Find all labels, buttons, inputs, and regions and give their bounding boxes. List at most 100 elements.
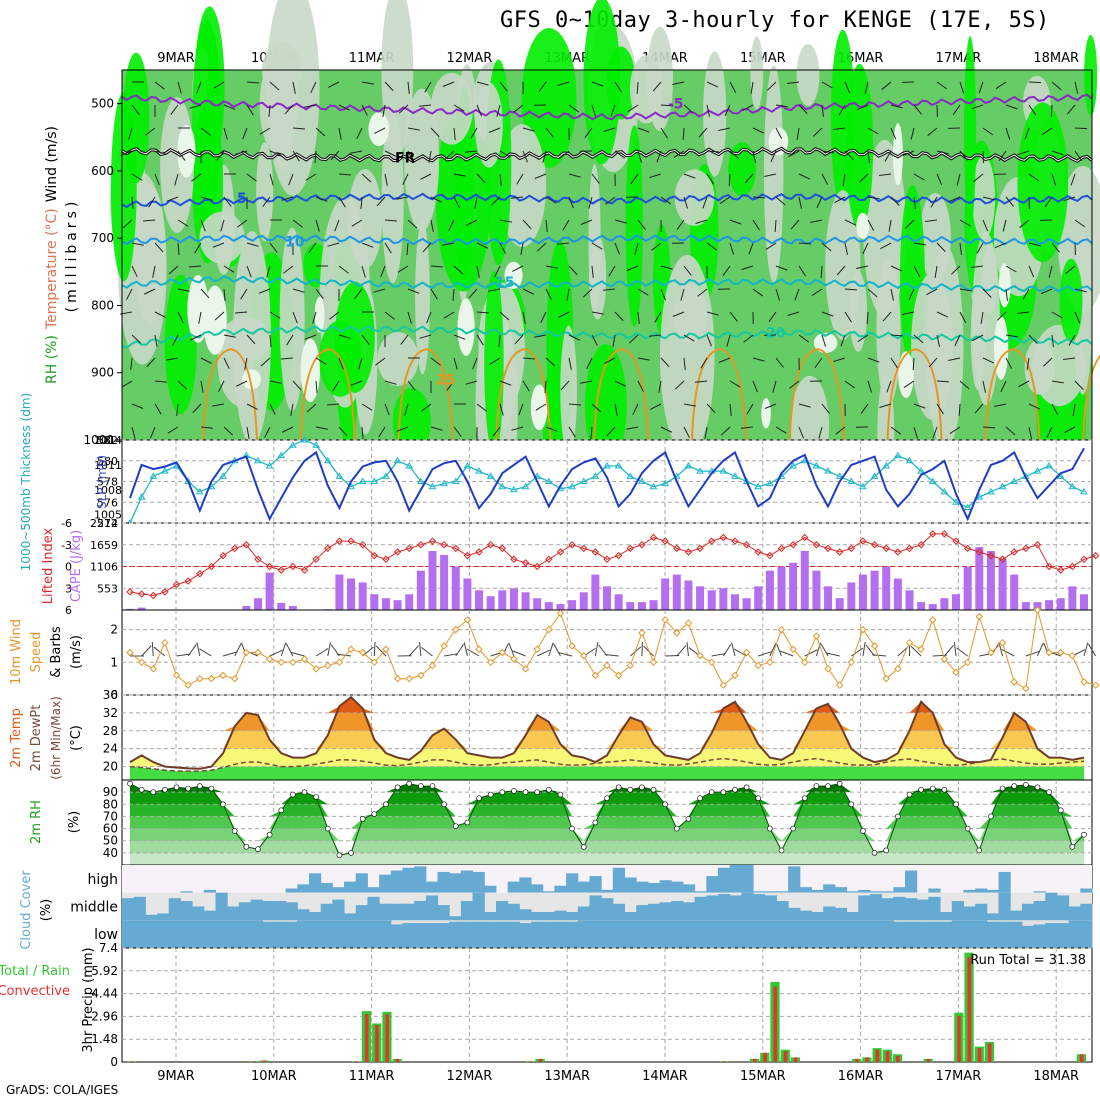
wind-barb [200, 380, 204, 393]
wind-barb [591, 173, 600, 184]
wind-point [963, 658, 972, 667]
wind-barb [610, 104, 616, 117]
wind-barb [913, 426, 918, 439]
thickness-point [1033, 467, 1042, 474]
wind-barb [545, 219, 548, 232]
wind-point [1045, 648, 1053, 657]
cape-bar [591, 574, 600, 610]
wind-barb [246, 81, 259, 84]
wind-barb-10m [222, 651, 237, 657]
cape-bar [509, 588, 518, 610]
wind-barb [798, 104, 808, 114]
wind-barb [269, 173, 274, 186]
li-point [1068, 562, 1077, 571]
wind-barb [936, 81, 948, 90]
contour-label--5: -5 [668, 97, 684, 113]
wind-barb [338, 426, 348, 437]
wind-barb [706, 403, 716, 414]
very-dry-patch [813, 332, 838, 354]
cloud-bar-middle [308, 912, 322, 921]
wind-barb [844, 311, 852, 323]
wind-barb [788, 150, 800, 158]
cloud-bar-low [1068, 920, 1081, 948]
cloud-bar-high [554, 885, 567, 893]
wind-barb [770, 150, 777, 163]
wind-point [696, 652, 704, 660]
wind-barb [166, 196, 179, 202]
wind-barb [499, 81, 508, 92]
wind-barb [772, 380, 777, 393]
wind-barb [258, 288, 271, 294]
dry-patch [763, 65, 784, 283]
wind-barb [856, 265, 869, 269]
wind-barb [568, 173, 581, 178]
cloud-bar-middle [916, 899, 929, 921]
wind-barb [292, 380, 302, 391]
cloud-bar-high [180, 891, 193, 893]
wind-barb [706, 311, 719, 316]
wind-barb [798, 334, 810, 343]
li-point [510, 555, 518, 563]
thickness-point [952, 498, 960, 505]
wind-barb [177, 288, 190, 292]
wind-barb [706, 104, 710, 117]
li-point [207, 562, 216, 571]
cloud-bar-high [799, 887, 813, 893]
wind-point [405, 674, 413, 683]
rh-point [418, 783, 424, 789]
wind-barb [361, 173, 372, 183]
date-label-bottom-11MAR: 11MAR [349, 1069, 395, 1084]
wind-barb [867, 196, 880, 200]
wind-barb [676, 219, 685, 231]
dry-patch [430, 72, 473, 145]
very-dry-patch [998, 263, 1011, 308]
precip-conv-bar [896, 1055, 900, 1062]
cape-bar [870, 570, 879, 610]
wind-point [835, 681, 844, 689]
cloud-bar-middle [963, 906, 976, 921]
cloud-bar-low [273, 921, 287, 948]
wind-barb [936, 242, 946, 252]
wind-barb-10m [536, 649, 551, 657]
cloud-bar-middle [355, 905, 368, 921]
cloud-bar-high [589, 876, 602, 893]
li-point [696, 544, 704, 553]
ytick-label-800: 800 [91, 298, 114, 312]
cloud-bar-middle [975, 903, 988, 921]
rh-point [359, 816, 366, 822]
wind-barb-10m [1083, 642, 1089, 657]
cape-bar [1080, 594, 1088, 610]
li-tick-3: 3 [65, 582, 72, 595]
cloud-bar-low [379, 920, 392, 948]
wind-barb-10m [820, 643, 829, 657]
date-label-bottom-13MAR: 13MAR [544, 1069, 590, 1084]
wind-barb [128, 127, 133, 140]
wind-barb [902, 150, 915, 157]
wind-barb [729, 81, 737, 93]
wind-barb [959, 288, 972, 292]
li-point [614, 551, 623, 560]
wind-point [463, 616, 472, 624]
rh-tick-80: 80 [103, 797, 118, 811]
wind-barb [767, 81, 777, 91]
wind-barb [728, 173, 731, 187]
wind-point [824, 665, 832, 673]
rh-point [755, 795, 762, 802]
wind-barb [746, 403, 754, 415]
thickness-point [149, 472, 158, 479]
cloud-bar-low [776, 920, 789, 948]
wind-barb [315, 127, 326, 137]
cloud-bar-middle [846, 912, 859, 921]
wind-barb [982, 380, 986, 393]
wind-barb [614, 219, 627, 224]
cloud-bar-low [367, 920, 380, 948]
li-point [137, 590, 146, 598]
cloud-bar-high [846, 891, 859, 893]
wind-barb [545, 288, 552, 300]
thickness-point [626, 472, 635, 479]
cloud-bar-low [905, 921, 918, 948]
wind-barb [361, 265, 366, 278]
wind-barb [442, 81, 455, 87]
cloud-band-high [122, 865, 1092, 893]
wind-barb [913, 334, 924, 344]
